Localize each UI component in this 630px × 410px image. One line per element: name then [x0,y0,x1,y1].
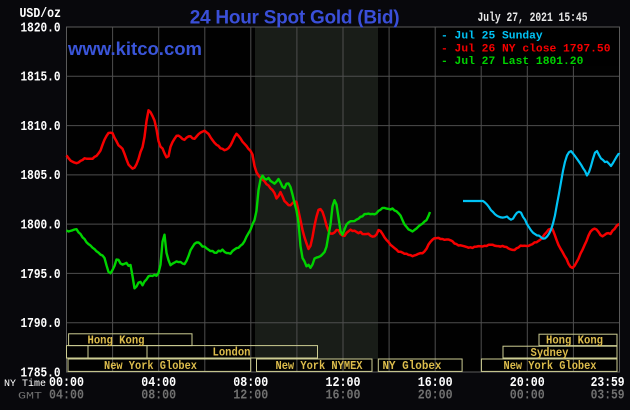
svg-text:London: London [213,347,251,360]
svg-text:1815.0: 1815.0 [21,71,61,86]
svg-text:16:00: 16:00 [326,389,361,404]
svg-text:NY Time: NY Time [4,378,46,390]
svg-text:00:00: 00:00 [510,389,545,404]
svg-text:1810.0: 1810.0 [21,120,61,135]
svg-text:New York Globex: New York Globex [104,360,197,373]
svg-text:July 27, 2021 15:45: July 27, 2021 15:45 [478,10,588,25]
svg-text:USD/oz: USD/oz [20,7,62,22]
svg-text:00:00: 00:00 [49,376,84,391]
svg-text:www.kitco.com: www.kitco.com [67,38,202,59]
svg-text:1820.0: 1820.0 [21,21,61,36]
svg-text:Hong Kong: Hong Kong [546,335,603,348]
svg-text:Hong Kong: Hong Kong [88,335,145,348]
svg-text:- Jul 27 Last 1801.20: - Jul 27 Last 1801.20 [441,56,584,68]
svg-text:08:00: 08:00 [233,376,268,391]
svg-text:08:00: 08:00 [141,389,176,404]
svg-text:GMT: GMT [18,391,42,403]
svg-text:- Jul 26 NY close 1797.50: - Jul 26 NY close 1797.50 [441,44,611,56]
svg-text:20:00: 20:00 [418,389,453,404]
svg-text:New York Globex: New York Globex [504,360,597,373]
svg-text:Sydney: Sydney [531,347,569,360]
svg-text:NY Globex: NY Globex [383,360,442,373]
svg-text:03:59: 03:59 [591,389,625,404]
svg-text:1795.0: 1795.0 [21,268,61,283]
svg-text:1800.0: 1800.0 [21,219,61,234]
svg-text:- Jul 25 Sunday: - Jul 25 Sunday [441,31,543,43]
svg-text:1785.0: 1785.0 [21,366,61,381]
svg-text:24 Hour Spot Gold (Bid): 24 Hour Spot Gold (Bid) [190,8,400,29]
svg-text:16:00: 16:00 [418,376,453,391]
svg-text:New York NYMEX: New York NYMEX [276,360,363,373]
svg-text:04:00: 04:00 [141,376,176,391]
svg-text:12:00: 12:00 [233,389,268,404]
svg-text:1805.0: 1805.0 [21,169,61,184]
svg-text:23:59: 23:59 [591,376,625,391]
svg-text:1790.0: 1790.0 [21,317,61,332]
svg-text:04:00: 04:00 [49,389,84,404]
svg-text:12:00: 12:00 [326,376,361,391]
svg-text:20:00: 20:00 [510,376,545,391]
